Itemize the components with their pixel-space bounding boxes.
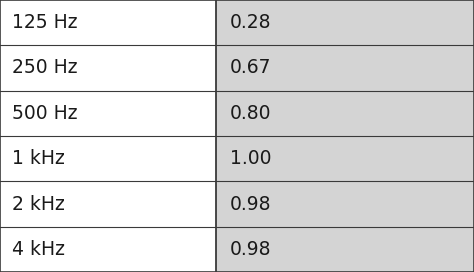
Text: 500 Hz: 500 Hz bbox=[12, 104, 77, 123]
Bar bbox=[216, 0, 474, 45]
Bar bbox=[0, 181, 216, 227]
Bar bbox=[0, 45, 216, 91]
Text: 0.80: 0.80 bbox=[230, 104, 272, 123]
Bar bbox=[0, 91, 216, 136]
Text: 250 Hz: 250 Hz bbox=[12, 58, 77, 78]
Bar bbox=[216, 136, 474, 181]
Text: 0.67: 0.67 bbox=[230, 58, 272, 78]
Text: 0.98: 0.98 bbox=[230, 194, 272, 214]
Bar bbox=[216, 45, 474, 91]
Text: 1 kHz: 1 kHz bbox=[12, 149, 64, 168]
Text: 2 kHz: 2 kHz bbox=[12, 194, 64, 214]
Bar bbox=[216, 181, 474, 227]
Text: 0.28: 0.28 bbox=[230, 13, 272, 32]
Text: 4 kHz: 4 kHz bbox=[12, 240, 65, 259]
Bar bbox=[0, 0, 216, 45]
Bar bbox=[0, 227, 216, 272]
Text: 125 Hz: 125 Hz bbox=[12, 13, 77, 32]
Text: 1.00: 1.00 bbox=[230, 149, 272, 168]
Text: 0.98: 0.98 bbox=[230, 240, 272, 259]
Bar bbox=[0, 136, 216, 181]
Bar bbox=[216, 91, 474, 136]
Bar bbox=[216, 227, 474, 272]
